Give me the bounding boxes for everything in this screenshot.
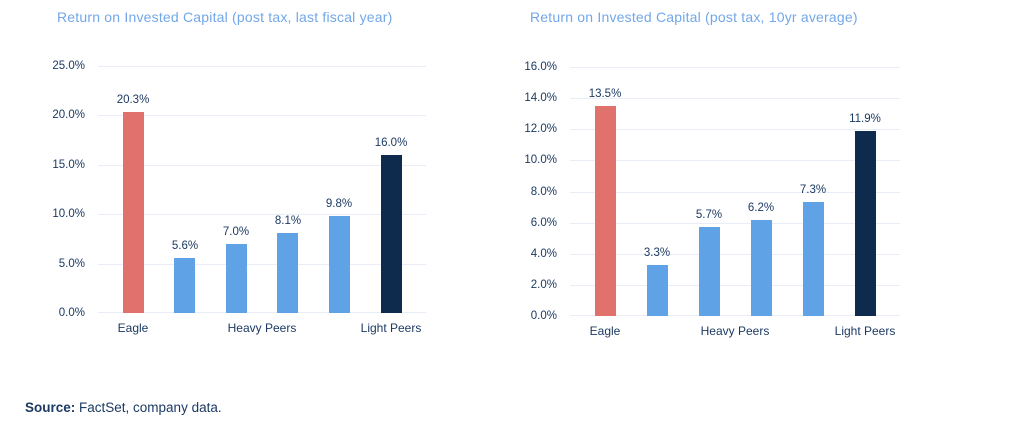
gridline (570, 285, 900, 286)
plot-area: 0.0% 2.0% 4.0% 6.0% 8.0% 10.0% 12.0% 14.0% 16.0%… (524, 61, 900, 338)
plot-area: 0.0% 5.0% 10.0% 15.0% 20.0% 25.0% 20.3% 5.6% 7.0… (52, 60, 426, 335)
bar-value-label: 13.5% (588, 88, 622, 100)
gridline (570, 98, 900, 99)
bar-heavy-peer (751, 220, 772, 316)
bar-heavy-peer (803, 202, 824, 316)
gridline (570, 223, 900, 224)
bar-eagle (123, 112, 144, 313)
y-tick-label: 2.0% (530, 279, 557, 291)
y-tick-label: 15.0% (52, 159, 85, 171)
x-axis-label: Heavy Peers (227, 321, 297, 335)
bar-value-label: 16.0% (374, 137, 408, 149)
bar-heavy-peer (226, 244, 247, 313)
y-tick-label: 10.0% (52, 208, 85, 220)
y-tick-label: 10.0% (524, 154, 557, 166)
bar-value-label: 11.9% (849, 113, 881, 125)
bar-value-label: 3.3% (643, 247, 671, 259)
bar-heavy-peer (277, 233, 298, 313)
gridline (570, 192, 900, 193)
gridline (570, 160, 900, 161)
y-tick-label: 16.0% (524, 61, 557, 73)
gridline (98, 312, 426, 313)
x-axis-label: Light Peers (834, 324, 896, 338)
gridline (98, 264, 426, 265)
y-tick-label: 6.0% (530, 217, 557, 229)
bar-value-label: 9.8% (325, 198, 353, 210)
x-axis-label: Light Peers (360, 321, 422, 335)
bar-heavy-peer (174, 258, 195, 313)
gridline (570, 254, 900, 255)
gridline (98, 214, 426, 215)
x-axis-label: Heavy Peers (700, 324, 770, 338)
bar-value-label: 5.6% (171, 240, 199, 252)
gridline (98, 66, 426, 67)
bar-light-peers (855, 131, 876, 316)
gridline (98, 115, 426, 116)
chart-title: Return on Invested Capital (post tax, 10… (530, 9, 858, 25)
bar-value-label: 20.3% (116, 94, 150, 106)
y-tick-label: 12.0% (524, 123, 557, 135)
bar-eagle (595, 106, 616, 316)
y-tick-label: 8.0% (530, 186, 557, 198)
gridline (98, 165, 426, 166)
y-tick-label: 5.0% (58, 258, 85, 270)
gridline (570, 67, 900, 68)
bar-heavy-peer (647, 265, 668, 316)
source-label: Source: (25, 400, 76, 415)
x-axis-label: Eagle (589, 324, 621, 338)
y-tick-label: 0.0% (58, 307, 85, 319)
y-tick-label: 14.0% (524, 92, 557, 104)
bar-heavy-peer (329, 216, 350, 313)
bar-light-peers (381, 155, 402, 313)
y-tick-label: 0.0% (530, 310, 557, 322)
bar-value-label: 6.2% (747, 202, 775, 214)
source-note: Source: FactSet, company data. (25, 400, 222, 415)
y-tick-label: 20.0% (52, 109, 85, 121)
y-tick-label: 4.0% (530, 248, 557, 260)
chart-roic-last-fiscal-year: Return on Invested Capital (post tax, la… (0, 0, 505, 370)
bar-value-label: 7.0% (222, 226, 250, 238)
x-axis-label: Eagle (117, 321, 149, 335)
gridline (570, 315, 900, 316)
y-tick-label: 25.0% (52, 60, 85, 72)
bar-value-label: 7.3% (799, 184, 827, 196)
bar-heavy-peer (699, 227, 720, 316)
source-text: FactSet, company data. (75, 400, 222, 415)
bar-value-label: 8.1% (274, 215, 302, 227)
gridline (570, 129, 900, 130)
bar-value-label: 5.7% (695, 209, 723, 221)
chart-roic-10yr-average: Return on Invested Capital (post tax, 10… (505, 0, 1013, 370)
chart-title: Return on Invested Capital (post tax, la… (57, 9, 393, 25)
